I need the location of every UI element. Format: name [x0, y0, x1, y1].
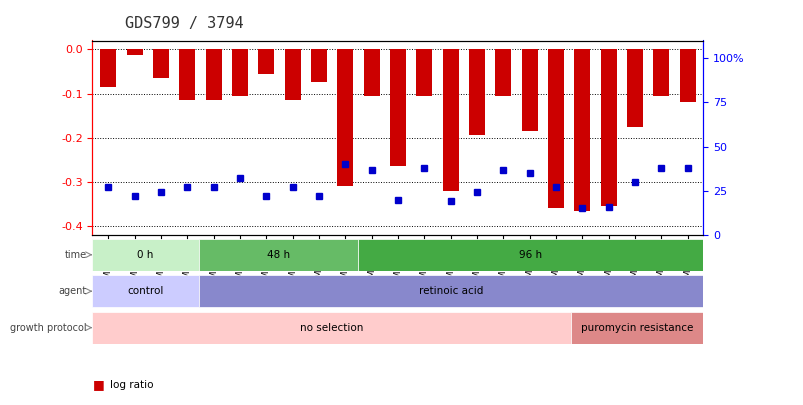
Text: agent: agent: [59, 286, 87, 296]
Text: puromycin resistance: puromycin resistance: [581, 323, 692, 333]
Bar: [679, 49, 695, 102]
Bar: [284, 49, 300, 100]
Bar: [600, 49, 616, 206]
Text: log ratio: log ratio: [110, 380, 153, 390]
Text: GDS799 / 3794: GDS799 / 3794: [124, 16, 243, 31]
Bar: [573, 49, 589, 211]
Bar: [389, 49, 406, 166]
Bar: [653, 49, 668, 96]
Bar: [357, 239, 703, 271]
Bar: [570, 312, 703, 343]
Bar: [258, 49, 274, 74]
Bar: [198, 239, 357, 271]
Bar: [127, 49, 142, 55]
Text: 0 h: 0 h: [137, 250, 153, 260]
Bar: [468, 49, 484, 136]
Bar: [100, 49, 116, 87]
Bar: [153, 49, 169, 78]
Bar: [198, 275, 703, 307]
Bar: [521, 49, 537, 131]
Bar: [442, 49, 458, 191]
Bar: [626, 49, 642, 127]
Bar: [495, 49, 511, 96]
Text: 48 h: 48 h: [267, 250, 290, 260]
Bar: [548, 49, 563, 209]
Text: ■: ■: [92, 378, 104, 391]
Bar: [311, 49, 327, 83]
Bar: [179, 49, 195, 100]
Text: retinoic acid: retinoic acid: [418, 286, 483, 296]
Text: control: control: [127, 286, 164, 296]
Bar: [92, 239, 198, 271]
Bar: [206, 49, 222, 100]
Bar: [92, 312, 570, 343]
Text: 96 h: 96 h: [519, 250, 542, 260]
Bar: [92, 275, 198, 307]
Text: time: time: [64, 250, 87, 260]
Text: growth protocol: growth protocol: [10, 323, 87, 333]
Bar: [363, 49, 379, 96]
Bar: [416, 49, 432, 96]
Bar: [232, 49, 247, 96]
Text: no selection: no selection: [300, 323, 363, 333]
Bar: [337, 49, 353, 186]
